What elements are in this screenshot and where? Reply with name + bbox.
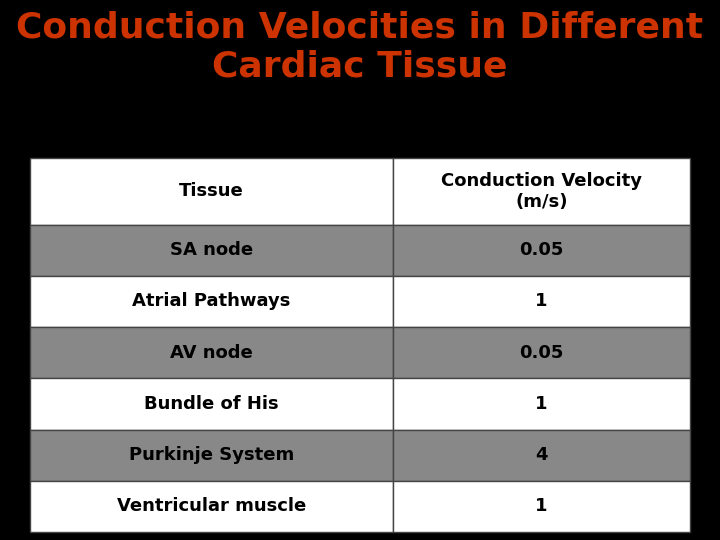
- Text: Purkinje System: Purkinje System: [129, 446, 294, 464]
- Bar: [393, 225, 690, 276]
- Text: 4: 4: [535, 446, 548, 464]
- Text: Bundle of His: Bundle of His: [144, 395, 279, 413]
- Bar: [393, 379, 690, 429]
- Bar: [393, 276, 690, 327]
- Text: 0.05: 0.05: [519, 241, 564, 259]
- Text: 1: 1: [535, 497, 548, 515]
- Text: Ventricular muscle: Ventricular muscle: [117, 497, 306, 515]
- Bar: [393, 327, 690, 379]
- Bar: [30, 276, 393, 327]
- Text: 1: 1: [535, 395, 548, 413]
- Bar: [393, 481, 690, 532]
- Bar: [30, 225, 393, 276]
- Bar: [393, 158, 690, 225]
- Bar: [30, 481, 393, 532]
- Text: 0.05: 0.05: [519, 343, 564, 362]
- Bar: [30, 158, 393, 225]
- Text: Conduction Velocity
(m/s): Conduction Velocity (m/s): [441, 172, 642, 211]
- Bar: [30, 429, 393, 481]
- Bar: [30, 327, 393, 379]
- Text: Tissue: Tissue: [179, 183, 244, 200]
- Text: Atrial Pathways: Atrial Pathways: [132, 293, 291, 310]
- Bar: [30, 379, 393, 429]
- Text: SA node: SA node: [170, 241, 253, 259]
- Text: 1: 1: [535, 293, 548, 310]
- Bar: [393, 429, 690, 481]
- Text: Conduction Velocities in Different
Cardiac Tissue: Conduction Velocities in Different Cardi…: [17, 10, 703, 83]
- Text: AV node: AV node: [170, 343, 253, 362]
